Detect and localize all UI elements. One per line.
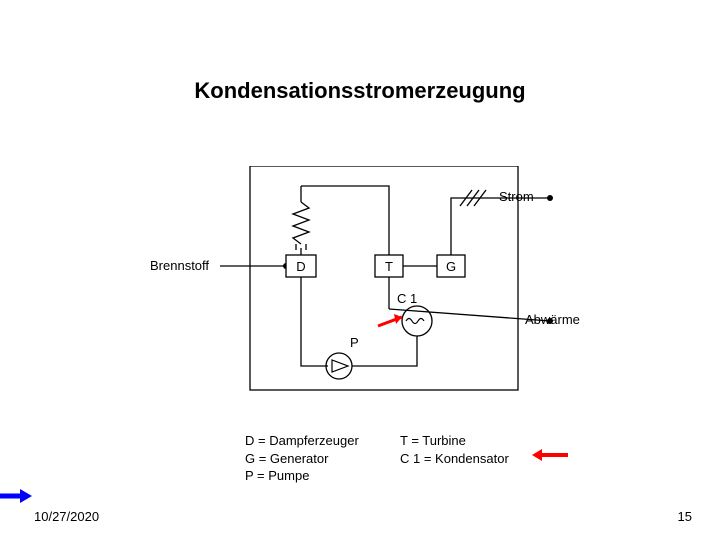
node-g-label: G [446,259,456,274]
legend-row: D = Dampferzeuger [245,432,400,450]
legend-row: C 1 = Kondensator [400,450,509,468]
line-c1-to-p [350,336,417,366]
line-strom [451,190,550,255]
node-c1 [389,306,550,336]
node-t-label: T [385,259,393,274]
legend-row: T = Turbine [400,432,509,450]
system-boundary [250,166,518,390]
footer-page: 15 [678,509,692,524]
label-brennstoff: Brennstoff [150,258,209,273]
page-title: Kondensationsstromerzeugung [0,78,720,104]
line-p-to-d [301,277,328,366]
node-d-label: D [296,259,305,274]
process-diagram: D T G [220,166,560,426]
legend-row: G = Generator [245,450,400,468]
node-p [326,353,352,379]
arrow-red-legend [530,446,570,464]
legend: D = Dampferzeuger G = Generator P = Pump… [245,432,509,485]
footer-date: 10/27/2020 [34,509,99,524]
line-d-to-t [301,186,389,255]
heater-icon [293,186,309,255]
arrow-red-c1 [378,314,402,326]
arrow-blue-nav [0,486,34,506]
legend-row: P = Pumpe [245,467,400,485]
